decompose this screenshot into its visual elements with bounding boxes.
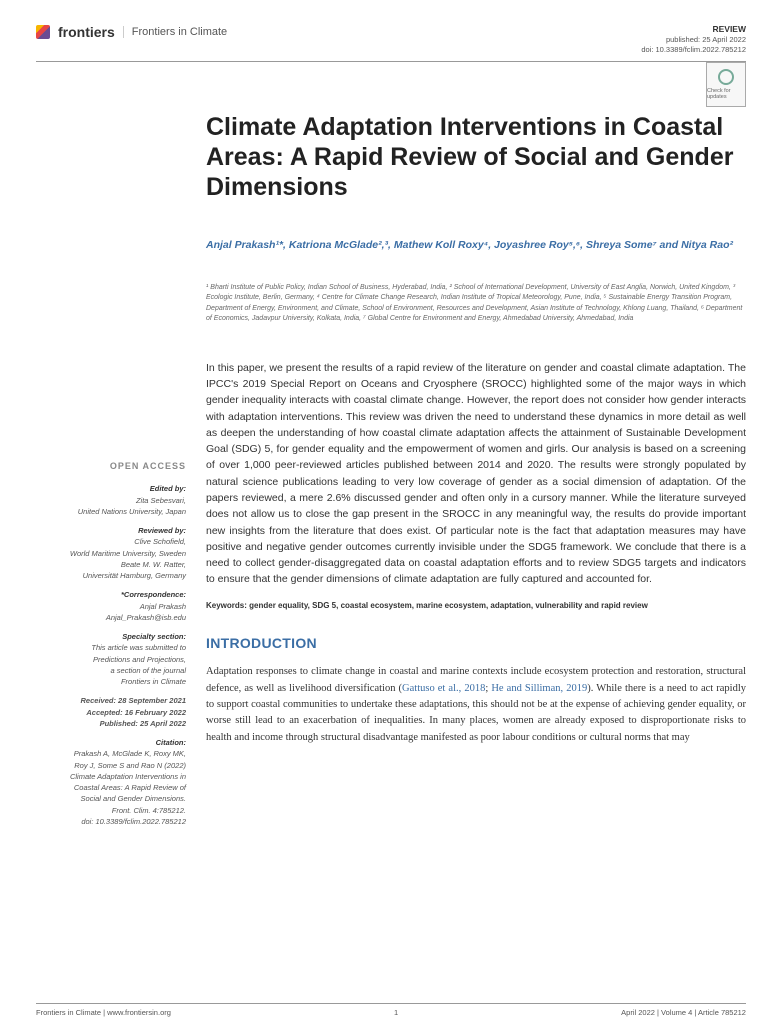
footer-bar: Frontiers in Climate | www.frontiersin.o… bbox=[36, 1003, 746, 1017]
article-type: REVIEW bbox=[641, 24, 746, 35]
check-updates-badge[interactable]: Check for updates bbox=[706, 62, 746, 107]
introduction-body: Adaptation responses to climate change i… bbox=[206, 664, 746, 745]
received-date-text: Received: 28 September 2021 bbox=[81, 696, 186, 705]
sidebar-meta: OPEN ACCESS Edited by: Zita Sebesvari, U… bbox=[36, 360, 186, 827]
intro-citation-1[interactable]: Gattuso et al., 2018 bbox=[402, 683, 485, 694]
citation-label: Citation: bbox=[36, 737, 186, 748]
correspondence-value: Anjal Prakash Anjal_Prakash@isb.edu bbox=[36, 601, 186, 624]
intro-citation-2[interactable]: He and Silliman, 2019 bbox=[491, 683, 587, 694]
open-access-label: OPEN ACCESS bbox=[36, 460, 186, 474]
reviewed-by-label: Reviewed by: bbox=[36, 525, 186, 536]
published-line: published: 25 April 2022 bbox=[641, 35, 746, 45]
header-right: REVIEW published: 25 April 2022 doi: 10.… bbox=[641, 24, 746, 55]
correspondence-label: *Correspondence: bbox=[36, 589, 186, 600]
affiliations: ¹ Bharti Institute of Public Policy, Ind… bbox=[206, 283, 746, 324]
introduction-heading: INTRODUCTION bbox=[206, 633, 746, 655]
footer-left: Frontiers in Climate | www.frontiersin.o… bbox=[36, 1008, 171, 1017]
frontiers-logo-icon bbox=[36, 25, 50, 39]
keywords-text: gender equality, SDG 5, coastal ecosyste… bbox=[249, 601, 648, 610]
check-updates-icon bbox=[718, 69, 734, 85]
logo-text: frontiers bbox=[58, 24, 115, 40]
journal-name: Frontiers in Climate bbox=[123, 26, 227, 38]
published-date: Published: 25 April 2022 bbox=[36, 718, 186, 729]
received-date: Received: 28 September 2021 bbox=[36, 695, 186, 706]
accepted-date-text: Accepted: 16 February 2022 bbox=[86, 708, 186, 717]
accepted-date: Accepted: 16 February 2022 bbox=[36, 707, 186, 718]
footer-right: April 2022 | Volume 4 | Article 785212 bbox=[621, 1008, 746, 1017]
specialty-value: This article was submitted to Prediction… bbox=[36, 642, 186, 687]
authors-line: Anjal Prakash¹*, Katriona McGlade²,³, Ma… bbox=[206, 238, 746, 254]
main-column: In this paper, we present the results of… bbox=[206, 360, 746, 827]
edited-by-label: Edited by: bbox=[36, 483, 186, 494]
keywords-label: Keywords: bbox=[206, 601, 247, 610]
check-updates-text: Check for updates bbox=[707, 88, 745, 100]
reviewed-by-value: Clive Schofield, World Maritime Universi… bbox=[36, 536, 186, 581]
citation-value: Prakash A, McGlade K, Roxy MK, Roy J, So… bbox=[36, 748, 186, 827]
doi-line: doi: 10.3389/fclim.2022.785212 bbox=[641, 45, 746, 55]
article-title: Climate Adaptation Interventions in Coas… bbox=[206, 112, 746, 202]
footer-page-number: 1 bbox=[394, 1008, 398, 1017]
edited-by-value: Zita Sebesvari, United Nations Universit… bbox=[36, 495, 186, 518]
header-bar: frontiers Frontiers in Climate REVIEW pu… bbox=[36, 24, 746, 62]
specialty-label: Specialty section: bbox=[36, 631, 186, 642]
published-date-text: Published: 25 April 2022 bbox=[100, 719, 186, 728]
abstract-text: In this paper, we present the results of… bbox=[206, 360, 746, 588]
header-left: frontiers Frontiers in Climate bbox=[36, 24, 227, 40]
keywords-line: Keywords: gender equality, SDG 5, coasta… bbox=[206, 600, 746, 611]
